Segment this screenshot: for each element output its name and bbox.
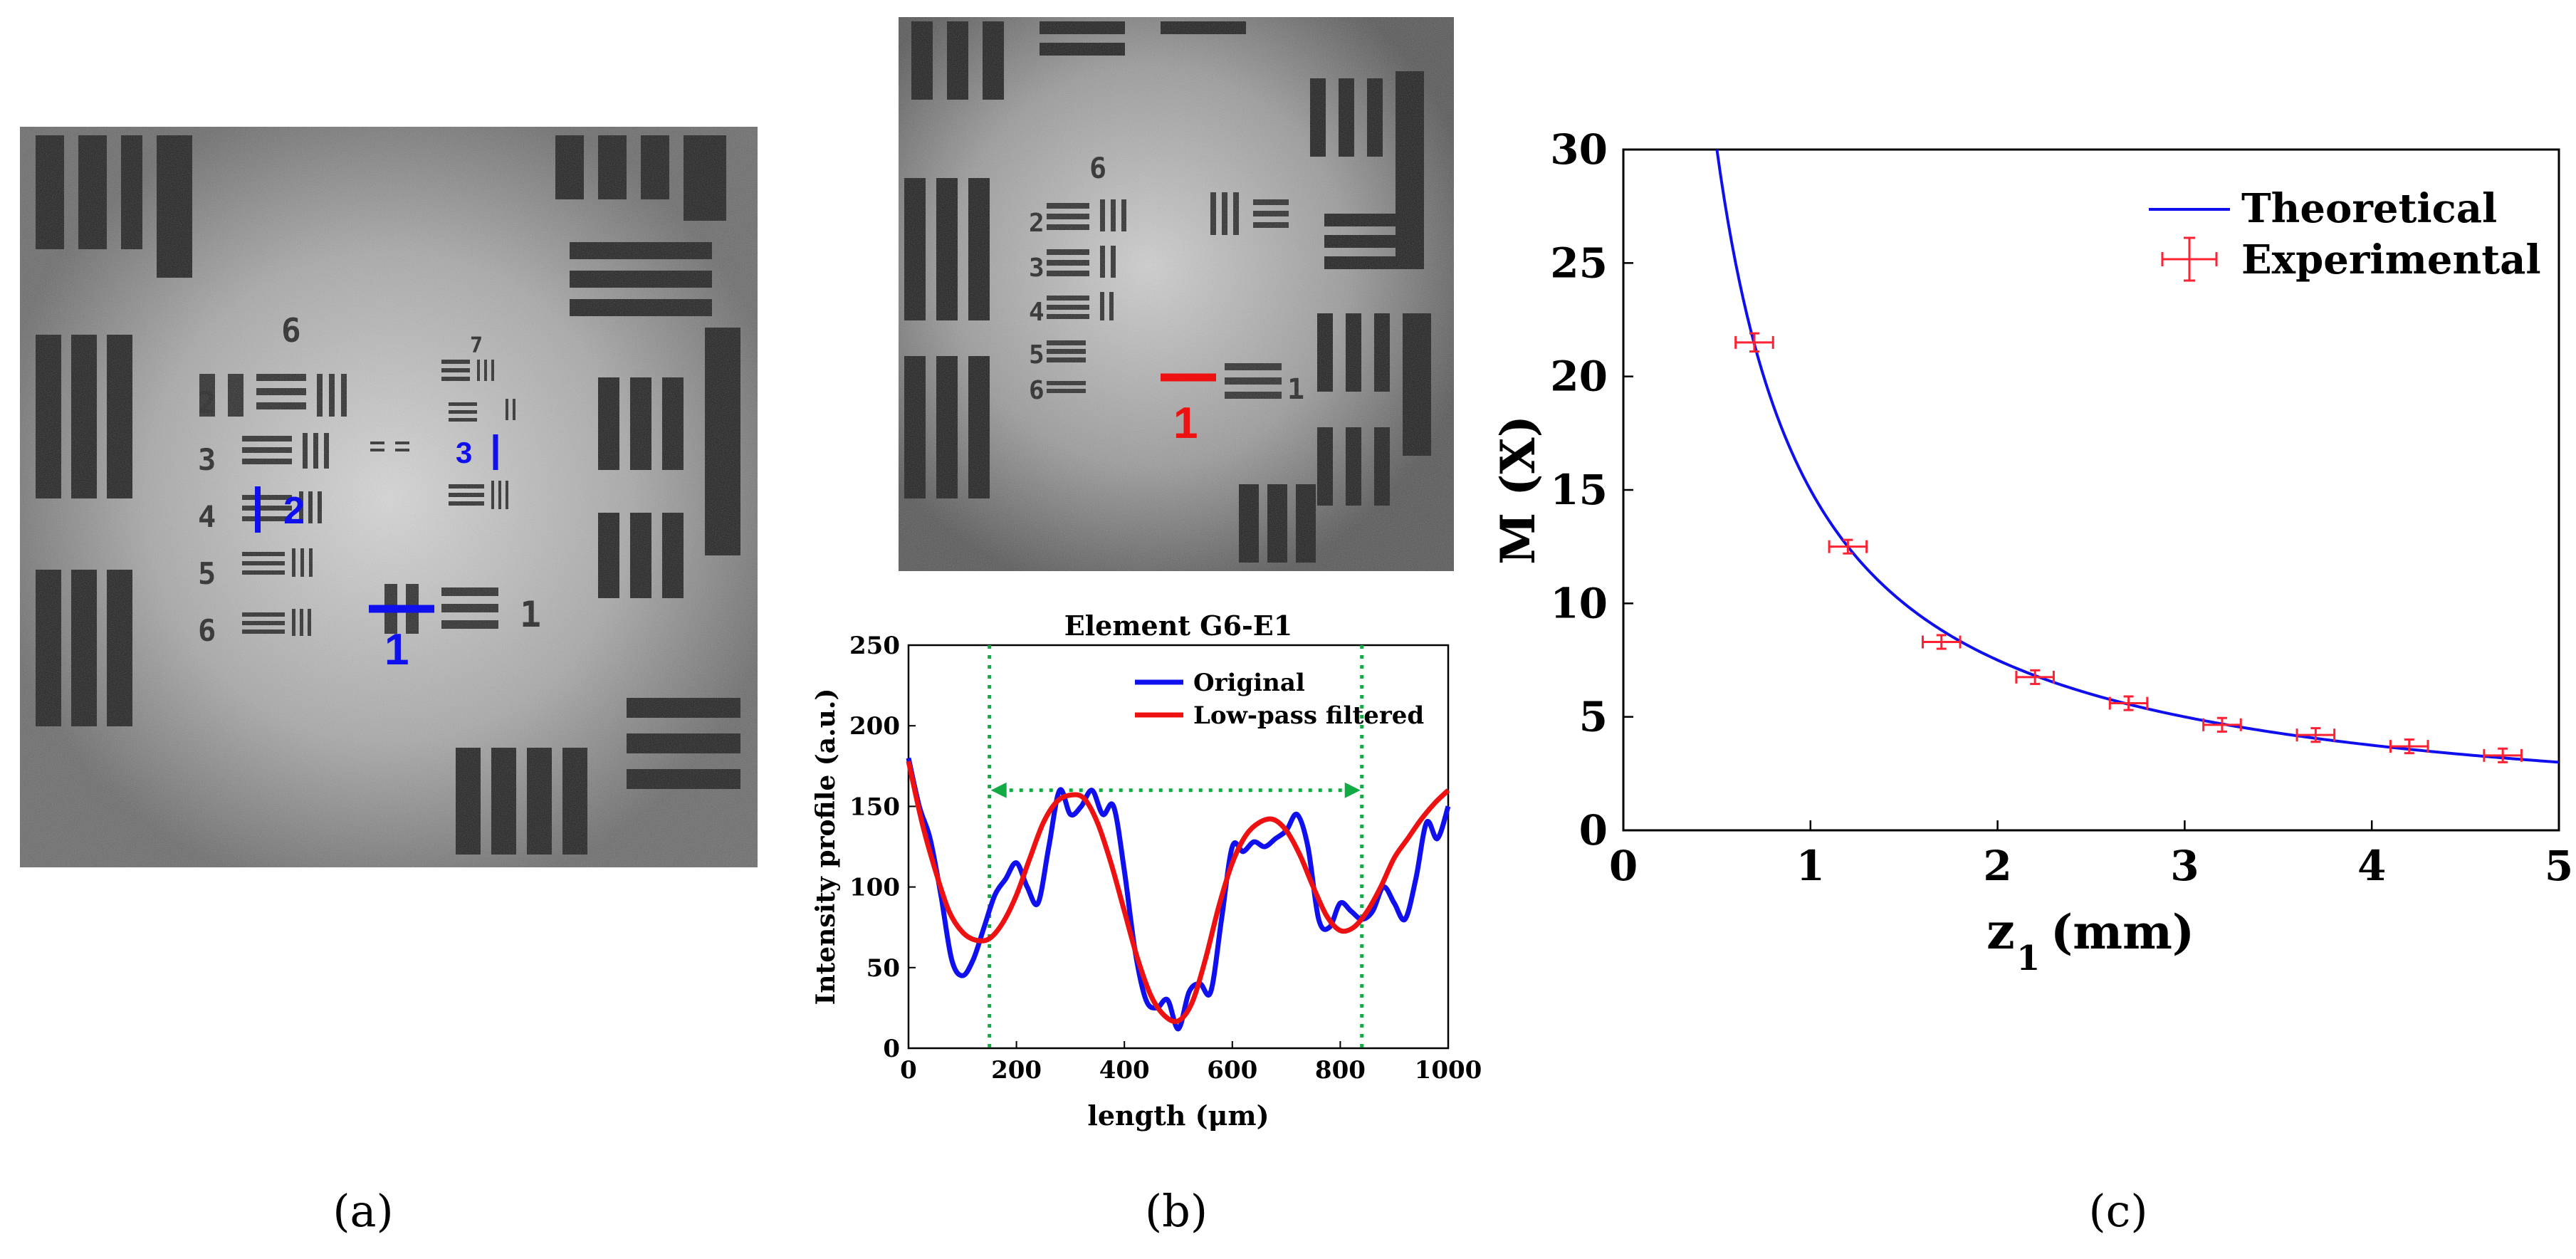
magnification-ytick-label: 5 bbox=[1579, 693, 1608, 741]
experimental-point bbox=[2015, 669, 2055, 685]
profile-legend-label: Low-pass filtered bbox=[1193, 701, 1424, 730]
marker-label-red-1: 1 bbox=[1173, 399, 1198, 448]
legend-theoretical-label: Theoretical bbox=[2241, 185, 2497, 232]
magnification-xlabel-unit: (mm) bbox=[2051, 904, 2194, 960]
experimental-point bbox=[2295, 727, 2336, 743]
profile-xtick-label: 800 bbox=[1315, 1056, 1366, 1085]
caption-a: (a) bbox=[333, 1185, 393, 1237]
legend-experimental-label: Experimental bbox=[2241, 236, 2541, 283]
experimental-point bbox=[2483, 747, 2523, 763]
magnification-chart: 0 1 2 3 4 5 0 5 10 15 20 25 30 TheoreticalExperiment… bbox=[1490, 125, 2573, 978]
magnification-ytick-label: 0 bbox=[1579, 806, 1608, 855]
panel-a-image: 6 2 3 4 5 6 7 1 1 2 3 bbox=[20, 127, 758, 867]
marker-label-2: 2 bbox=[283, 489, 305, 532]
profile-xtick-label: 400 bbox=[1099, 1056, 1150, 1085]
magnification-ylabel: M (X) bbox=[1490, 415, 1546, 565]
experimental-point bbox=[2108, 695, 2149, 711]
magnification-ytick-label: 25 bbox=[1550, 239, 1608, 287]
experimental-point bbox=[1921, 634, 1962, 650]
profile-series-lowpass bbox=[906, 761, 1450, 1025]
magnification-xtick-label: 3 bbox=[2170, 842, 2199, 890]
magnification-xlabel-var: z bbox=[1986, 902, 2015, 961]
magnification-xtick-label: 4 bbox=[2357, 842, 2386, 890]
profile-ytick-label: 250 bbox=[849, 632, 900, 660]
magnification-ytick-label: 10 bbox=[1550, 579, 1608, 627]
magnification-xtick-label: 5 bbox=[2545, 842, 2573, 890]
caption-c: (c) bbox=[2088, 1185, 2147, 1237]
profile-ytick-label: 150 bbox=[849, 793, 900, 821]
profile-xtick-label: 200 bbox=[991, 1056, 1042, 1085]
profile-arrow-head-right bbox=[1344, 782, 1361, 798]
profile-xtick-label: 600 bbox=[1207, 1056, 1257, 1085]
profile-xtick-label: 1000 bbox=[1415, 1056, 1482, 1085]
profile-ytick-label: 200 bbox=[849, 712, 900, 741]
profile-legend-label: Original bbox=[1193, 669, 1305, 697]
experimental-point bbox=[1734, 332, 1774, 353]
magnification-xtick-label: 2 bbox=[1983, 842, 2011, 890]
magnification-xtick-label: 1 bbox=[1796, 842, 1825, 890]
marker-label-3: 3 bbox=[456, 436, 472, 469]
profile-xlabel: length (μm) bbox=[1087, 1099, 1269, 1132]
profile-ytick-label: 100 bbox=[849, 874, 900, 902]
magnification-xlabel: z 1 (mm) bbox=[1986, 902, 2194, 978]
profile-ytick-label: 50 bbox=[866, 954, 900, 983]
magnification-ytick-label: 15 bbox=[1550, 466, 1608, 514]
profile-plot-frame bbox=[907, 644, 1450, 1050]
magnification-ytick-label: 20 bbox=[1550, 352, 1608, 401]
magnification-xlabel-sub: 1 bbox=[2016, 939, 2040, 978]
caption-b: (b) bbox=[1145, 1185, 1208, 1237]
profile-ylabel: Intensity profile (a.u.) bbox=[811, 689, 841, 1005]
profile-ytick-label: 0 bbox=[883, 1035, 900, 1063]
magnification-ytick-label: 30 bbox=[1550, 125, 1608, 174]
profile-arrow-head-left bbox=[990, 782, 1007, 798]
experimental-point bbox=[1828, 538, 1868, 555]
profile-title: Element G6-E1 bbox=[1064, 610, 1292, 642]
profile-chart: Element G6-E1 length (μm) Intensity prof… bbox=[811, 610, 1482, 1132]
theoretical-curve bbox=[1715, 149, 2560, 764]
magnification-xtick-label: 0 bbox=[1609, 842, 1638, 890]
marker-label-1: 1 bbox=[384, 625, 409, 674]
profile-series-original bbox=[906, 757, 1451, 1032]
panel-b-image: 6 2 3 4 5 6 1 1 bbox=[899, 17, 1454, 571]
experimental-point bbox=[2389, 738, 2429, 755]
experimental-point bbox=[2202, 716, 2242, 733]
magnification-plot-frame bbox=[1622, 148, 2560, 832]
profile-xtick-label: 0 bbox=[900, 1056, 917, 1085]
